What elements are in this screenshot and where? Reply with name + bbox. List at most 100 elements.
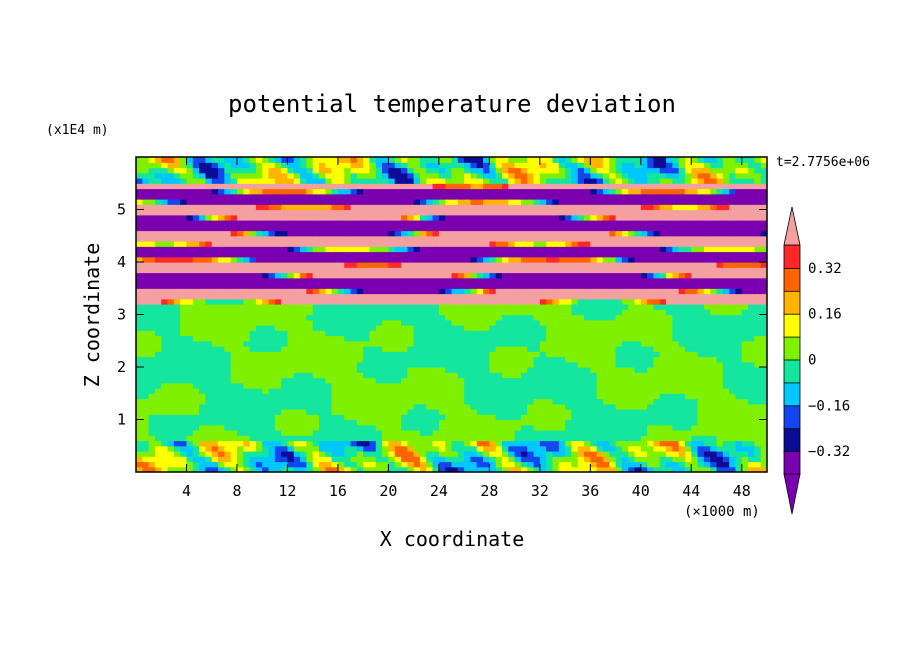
heatmap-cell — [375, 283, 383, 289]
heatmap-cell — [236, 445, 244, 452]
heatmap-cell — [640, 330, 648, 337]
heatmap-cell — [451, 325, 459, 331]
heatmap-cell — [281, 351, 289, 358]
heatmap-cell — [647, 456, 655, 463]
heatmap-cell — [173, 346, 181, 352]
heatmap-cell — [148, 445, 156, 452]
heatmap-cell — [520, 246, 528, 253]
heatmap-cell — [230, 340, 238, 347]
heatmap-cell — [293, 288, 301, 295]
heatmap-cell — [609, 419, 617, 426]
heatmap-cell — [697, 430, 705, 436]
heatmap-cell — [224, 440, 232, 447]
heatmap-cell — [672, 314, 680, 321]
heatmap-cell — [678, 267, 686, 274]
heatmap-cell — [659, 398, 667, 405]
heatmap-cell — [167, 403, 175, 410]
heatmap-cell — [243, 209, 251, 216]
heatmap-cell — [173, 330, 181, 337]
heatmap-cell — [697, 456, 705, 463]
heatmap-cell — [760, 440, 767, 447]
heatmap-cell — [419, 424, 427, 431]
heatmap-cell — [154, 382, 162, 389]
heatmap-cell — [634, 445, 642, 452]
heatmap-cell — [691, 293, 699, 300]
heatmap-cell — [173, 251, 181, 258]
heatmap-cell — [451, 456, 459, 463]
heatmap-cell — [161, 230, 169, 237]
heatmap-cell — [640, 288, 648, 295]
heatmap-cell — [565, 372, 572, 379]
heatmap-cell — [470, 225, 478, 232]
heatmap-cell — [363, 393, 371, 400]
heatmap-cell — [167, 298, 175, 305]
heatmap-cell — [136, 346, 143, 352]
heatmap-cell — [584, 367, 591, 373]
heatmap-cell — [457, 314, 465, 321]
heatmap-cell — [691, 435, 699, 442]
heatmap-cell — [312, 403, 320, 410]
heatmap-cell — [716, 304, 724, 310]
heatmap-cell — [464, 398, 472, 405]
heatmap-cell — [369, 409, 377, 415]
heatmap-cell — [703, 230, 711, 237]
heatmap-cell — [432, 430, 440, 436]
heatmap-cell — [413, 235, 421, 242]
heatmap-cell — [243, 319, 251, 326]
heatmap-cell — [653, 388, 661, 394]
heatmap-cell — [337, 372, 345, 379]
heatmap-cell — [173, 283, 181, 289]
heatmap-cell — [236, 440, 244, 447]
heatmap-cell — [268, 298, 276, 305]
heatmap-cell — [173, 372, 181, 379]
heatmap-cell — [735, 256, 743, 263]
heatmap-cell — [754, 325, 762, 331]
heatmap-cell — [760, 235, 767, 242]
heatmap-cell — [255, 424, 263, 431]
heatmap-cell — [255, 466, 263, 472]
heatmap-cell — [419, 398, 427, 405]
heatmap-cell — [653, 277, 661, 284]
heatmap-cell — [236, 241, 244, 247]
heatmap-cell — [754, 267, 762, 274]
heatmap-cell — [287, 440, 295, 447]
heatmap-cell — [375, 246, 383, 253]
heatmap-cell — [154, 419, 162, 426]
heatmap-cell — [539, 277, 547, 284]
heatmap-cell — [356, 461, 364, 468]
heatmap-cell — [236, 393, 244, 400]
heatmap-cell — [186, 214, 194, 221]
heatmap-cell — [501, 304, 509, 310]
heatmap-cell — [236, 256, 244, 263]
heatmap-cell — [344, 351, 352, 358]
heatmap-cell — [489, 256, 497, 263]
heatmap-cell — [186, 340, 194, 347]
heatmap-cell — [249, 330, 257, 337]
heatmap-cell — [684, 382, 692, 389]
heatmap-cell — [659, 346, 667, 352]
heatmap-cell — [382, 393, 389, 400]
heatmap-cell — [426, 414, 434, 421]
heatmap-cell — [413, 220, 421, 226]
heatmap-cell — [546, 225, 554, 232]
heatmap-cell — [281, 220, 289, 226]
heatmap-cell — [609, 298, 617, 305]
heatmap-cell — [760, 314, 767, 321]
heatmap-cell — [382, 314, 389, 321]
heatmap-cell — [262, 283, 270, 289]
heatmap-cell — [413, 272, 421, 279]
heatmap-cell — [760, 283, 767, 289]
heatmap-cell — [672, 319, 680, 326]
heatmap-cell — [268, 372, 276, 379]
heatmap-cell — [659, 356, 667, 363]
heatmap-cell — [262, 256, 270, 263]
heatmap-cell — [508, 246, 516, 253]
heatmap-cell — [520, 225, 528, 232]
heatmap-cell — [609, 325, 617, 331]
heatmap-cell — [565, 367, 572, 373]
heatmap-cell — [186, 298, 194, 305]
heatmap-cell — [350, 304, 358, 310]
heatmap-cell — [243, 445, 251, 452]
heatmap-cell — [533, 262, 541, 268]
